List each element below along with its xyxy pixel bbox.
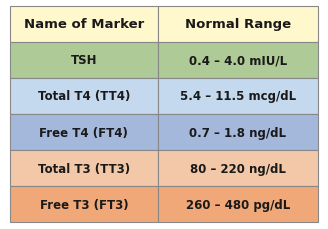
Bar: [158, 43, 318, 79]
Text: TSH: TSH: [71, 54, 97, 67]
Text: 0.4 – 4.0 mIU/L: 0.4 – 4.0 mIU/L: [189, 54, 287, 67]
Bar: [158, 150, 318, 186]
Bar: [158, 7, 318, 43]
Text: 80 – 220 ng/dL: 80 – 220 ng/dL: [190, 162, 286, 175]
Text: Free T3 (FT3): Free T3 (FT3): [40, 198, 128, 211]
Bar: [10, 43, 158, 79]
Bar: [10, 186, 158, 222]
Text: Free T4 (FT4): Free T4 (FT4): [39, 126, 128, 139]
Text: Total T3 (TT3): Total T3 (TT3): [38, 162, 130, 175]
Text: 0.7 – 1.8 ng/dL: 0.7 – 1.8 ng/dL: [190, 126, 286, 139]
Bar: [158, 79, 318, 114]
Text: Name of Marker: Name of Marker: [24, 18, 144, 31]
Text: Total T4 (TT4): Total T4 (TT4): [38, 90, 130, 103]
Bar: [10, 79, 158, 114]
Bar: [10, 7, 158, 43]
Text: Normal Range: Normal Range: [185, 18, 291, 31]
Bar: [10, 114, 158, 150]
Text: 5.4 – 11.5 mcg/dL: 5.4 – 11.5 mcg/dL: [180, 90, 296, 103]
Bar: [10, 150, 158, 186]
Bar: [158, 114, 318, 150]
Bar: [158, 186, 318, 222]
Text: 260 – 480 pg/dL: 260 – 480 pg/dL: [186, 198, 290, 211]
